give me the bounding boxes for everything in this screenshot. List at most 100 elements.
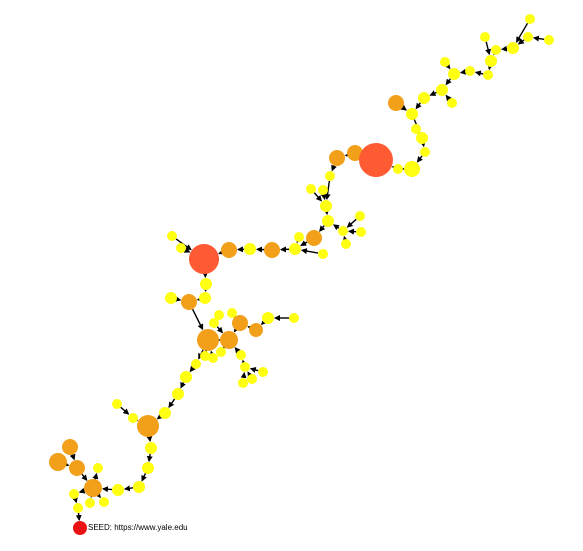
graph-node-leaf	[404, 161, 420, 177]
graph-edge	[342, 235, 349, 243]
graph-node-leaf	[214, 310, 224, 320]
graph-node-leaf	[544, 35, 554, 45]
graph-edge	[445, 94, 452, 102]
graph-node-leaf	[523, 32, 533, 42]
graph-edge	[174, 296, 182, 302]
graph-edge	[319, 225, 326, 232]
graph-node-leaf	[191, 359, 201, 369]
graph-node-leaf	[480, 32, 490, 42]
graph-edge	[81, 473, 88, 481]
graph-node-leaf	[133, 481, 145, 493]
graph-edge	[346, 218, 357, 228]
graph-node-leaf	[356, 227, 366, 237]
graph-node-mid	[220, 331, 238, 349]
graph-node-leaf	[244, 243, 256, 255]
graph-node-leaf	[436, 84, 448, 96]
graph-node-leaf	[448, 68, 460, 80]
graph-edge	[183, 247, 191, 253]
graph-node-leaf	[320, 200, 332, 212]
graph-edge	[429, 90, 437, 96]
graph-node-leaf	[112, 399, 122, 409]
graph-edge	[260, 318, 268, 326]
graph-edge	[517, 38, 525, 45]
graph-node-mid	[181, 294, 197, 310]
graph-node-mid	[221, 242, 237, 258]
graph-node-leaf	[128, 413, 138, 423]
graph-node-leaf	[306, 184, 316, 194]
graph-edge	[444, 62, 451, 70]
graph-node-leaf	[420, 147, 430, 157]
graph-edge	[146, 435, 153, 443]
graph-edge	[500, 45, 508, 52]
graph-node-leaf	[258, 367, 268, 377]
graph-node-leaf	[142, 462, 154, 474]
graph-nodes	[49, 14, 554, 535]
graph-edge	[459, 68, 467, 75]
graph-edges	[62, 22, 545, 522]
graph-node-leaf	[200, 351, 210, 361]
graph-node-leaf	[406, 108, 418, 120]
graph-node-leaf	[289, 313, 299, 323]
graph-node-mid	[347, 145, 363, 161]
seed-node	[73, 521, 87, 535]
graph-node-leaf	[341, 239, 351, 249]
graph-node-leaf	[236, 350, 246, 360]
graph-edge	[120, 406, 130, 415]
graph-node-leaf	[216, 347, 226, 357]
graph-node-hub	[359, 143, 393, 177]
graph-node-mid	[197, 329, 219, 351]
graph-node-leaf	[440, 57, 450, 67]
graph-edge	[415, 102, 422, 110]
graph-edge	[94, 491, 101, 499]
graph-edge	[156, 413, 164, 420]
graph-edge	[189, 365, 196, 373]
graph-edge	[485, 41, 491, 56]
graph-edge	[234, 347, 241, 354]
graph-node-leaf	[318, 185, 328, 195]
graph-node-leaf	[180, 371, 192, 383]
graph-node-leaf	[322, 215, 334, 227]
graph-node-leaf	[93, 463, 103, 473]
graph-edge	[247, 371, 254, 379]
graph-node-leaf	[208, 353, 218, 363]
graph-node-leaf	[112, 484, 124, 496]
graph-edge	[75, 512, 82, 522]
graph-node-hub	[189, 244, 219, 274]
graph-edge	[180, 381, 186, 389]
graph-node-leaf	[159, 407, 171, 419]
graph-node-leaf	[227, 308, 237, 318]
graph-edge	[241, 359, 248, 367]
graph-node-leaf	[167, 231, 177, 241]
graph-edge	[233, 325, 240, 333]
graph-node-leaf	[355, 211, 365, 221]
graph-edge	[78, 487, 86, 494]
graph-edge	[416, 155, 423, 163]
graph-node-leaf	[411, 124, 421, 134]
graph-node-leaf	[200, 278, 212, 290]
graph-node-mid	[232, 315, 248, 331]
graph-edge	[240, 371, 247, 379]
graph-node-mid	[249, 323, 263, 337]
graph-node-leaf	[238, 378, 248, 388]
graph-node-leaf	[416, 132, 428, 144]
graph-node-leaf	[393, 164, 403, 174]
graph-node-leaf	[69, 489, 79, 499]
graph-node-leaf	[209, 318, 219, 328]
graph-node-leaf	[165, 292, 177, 304]
graph-edge	[218, 249, 225, 255]
graph-edge	[300, 248, 319, 255]
graph-node-mid	[49, 453, 67, 471]
graph-node-leaf	[85, 498, 95, 508]
graph-node-leaf	[199, 292, 211, 304]
graph-node-leaf	[99, 497, 109, 507]
graph-node-mid	[388, 95, 404, 111]
graph-node-mid	[329, 150, 345, 166]
graph-edge	[332, 224, 340, 231]
graph-edge	[300, 240, 308, 247]
graph-edge	[62, 460, 70, 467]
graph-edge	[532, 35, 545, 42]
graph-node-leaf	[172, 388, 184, 400]
graph-edge	[216, 326, 224, 334]
graph-node-leaf	[325, 171, 335, 181]
